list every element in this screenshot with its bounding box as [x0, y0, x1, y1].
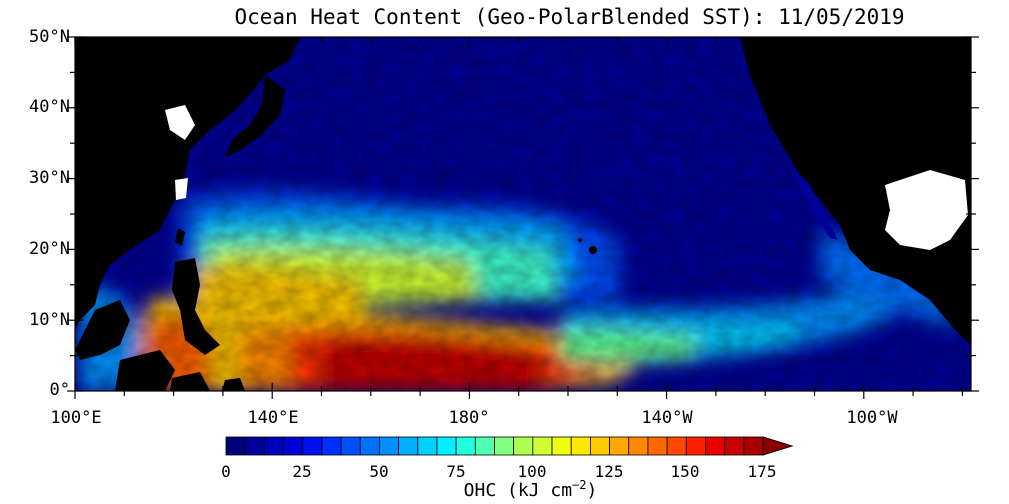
x-tick-label: 100°E	[50, 408, 102, 428]
x-tick-label: 140°W	[641, 408, 693, 428]
land	[75, 37, 971, 391]
colorbar-tick: 150	[670, 462, 700, 481]
y-tick-label: 0°	[49, 380, 70, 400]
colorbar-tick: 50	[369, 462, 389, 481]
y-tick-label: 40°N	[29, 97, 70, 117]
lakes	[165, 105, 968, 250]
colorbar-tick: 100	[517, 462, 547, 481]
y-tick-label: 20°N	[29, 239, 70, 259]
colorbar-tick: 0	[221, 462, 231, 481]
x-tick-label: 140°E	[247, 408, 299, 428]
x-tick-label: 180°	[448, 408, 490, 428]
colorbar-tick: 25	[292, 462, 312, 481]
x-tick-label: 100°W	[846, 408, 898, 428]
colorbar-title: OHC (kJ cm−2)	[463, 478, 598, 501]
colorbar-tick: 125	[594, 462, 624, 481]
axis-ticks	[67, 36, 979, 399]
colorbar-tick: 175	[747, 462, 777, 481]
colorbar-tick: 75	[446, 462, 466, 481]
y-tick-label: 50°N	[29, 27, 70, 47]
y-tick-label: 10°N	[29, 310, 70, 330]
y-tick-label: 30°N	[29, 168, 70, 188]
map-title: Ocean Heat Content (Geo-PolarBlended SST…	[234, 5, 905, 29]
ocean-field	[75, 37, 971, 391]
